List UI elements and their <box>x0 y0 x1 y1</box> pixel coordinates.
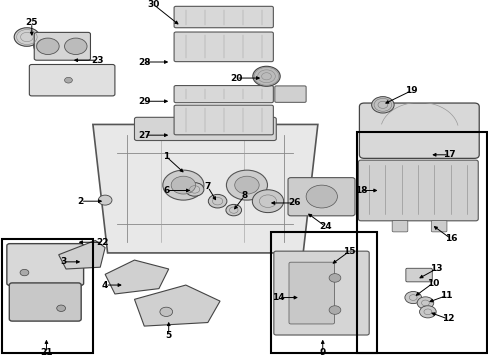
Polygon shape <box>93 125 317 253</box>
Text: 23: 23 <box>91 56 104 65</box>
Text: 22: 22 <box>96 238 109 247</box>
FancyBboxPatch shape <box>288 262 334 324</box>
Circle shape <box>225 204 241 216</box>
FancyBboxPatch shape <box>29 64 115 96</box>
Text: 1: 1 <box>163 152 169 161</box>
Polygon shape <box>134 285 220 326</box>
Bar <box>2 239 93 353</box>
FancyBboxPatch shape <box>273 251 368 335</box>
Text: 29: 29 <box>138 97 150 106</box>
Text: 7: 7 <box>204 183 211 192</box>
Circle shape <box>64 38 87 54</box>
Circle shape <box>37 38 59 54</box>
Circle shape <box>57 305 65 311</box>
Circle shape <box>305 185 337 208</box>
Text: 2: 2 <box>78 197 83 206</box>
Text: 24: 24 <box>318 222 331 231</box>
Text: 3: 3 <box>61 257 66 266</box>
FancyBboxPatch shape <box>34 32 90 60</box>
Circle shape <box>98 195 112 205</box>
Bar <box>271 231 376 353</box>
Circle shape <box>34 37 59 55</box>
FancyBboxPatch shape <box>134 117 276 140</box>
FancyBboxPatch shape <box>359 103 478 158</box>
Text: 14: 14 <box>272 293 285 302</box>
Text: 4: 4 <box>102 280 108 289</box>
FancyBboxPatch shape <box>430 220 446 232</box>
Circle shape <box>234 176 259 194</box>
Text: 15: 15 <box>343 247 355 256</box>
FancyBboxPatch shape <box>274 86 305 102</box>
Circle shape <box>163 170 203 200</box>
Text: 11: 11 <box>439 291 451 300</box>
FancyBboxPatch shape <box>174 86 273 103</box>
Bar <box>356 132 486 353</box>
FancyBboxPatch shape <box>391 220 407 232</box>
Polygon shape <box>105 260 168 294</box>
Text: 8: 8 <box>241 191 247 200</box>
Text: 6: 6 <box>163 186 169 195</box>
Text: 9: 9 <box>319 348 325 357</box>
Circle shape <box>14 28 40 46</box>
Circle shape <box>185 183 203 196</box>
Circle shape <box>328 306 340 314</box>
Circle shape <box>64 77 72 83</box>
Text: 30: 30 <box>147 0 160 9</box>
FancyBboxPatch shape <box>405 268 431 282</box>
Circle shape <box>171 176 195 194</box>
Text: 19: 19 <box>405 86 417 95</box>
Text: 25: 25 <box>25 18 38 27</box>
Text: 16: 16 <box>444 234 456 243</box>
FancyBboxPatch shape <box>7 244 83 285</box>
Text: 20: 20 <box>229 73 242 82</box>
Circle shape <box>404 292 421 303</box>
Text: 21: 21 <box>40 348 53 357</box>
Text: 26: 26 <box>288 198 301 207</box>
FancyBboxPatch shape <box>358 160 477 221</box>
Text: 13: 13 <box>429 265 442 274</box>
Text: 10: 10 <box>426 279 438 288</box>
FancyBboxPatch shape <box>174 105 273 135</box>
Circle shape <box>160 307 172 316</box>
Circle shape <box>328 274 340 282</box>
Polygon shape <box>59 240 105 269</box>
Circle shape <box>371 96 393 113</box>
Text: 5: 5 <box>165 330 171 339</box>
Circle shape <box>226 170 267 200</box>
FancyBboxPatch shape <box>9 283 81 321</box>
FancyBboxPatch shape <box>287 177 354 216</box>
Circle shape <box>252 66 280 86</box>
Text: 27: 27 <box>138 131 150 140</box>
Text: 18: 18 <box>354 186 366 195</box>
Text: 28: 28 <box>138 58 150 67</box>
Text: 12: 12 <box>441 314 453 323</box>
Text: 17: 17 <box>442 150 454 159</box>
FancyBboxPatch shape <box>174 32 273 62</box>
Circle shape <box>419 306 435 318</box>
FancyBboxPatch shape <box>174 6 273 28</box>
Circle shape <box>208 194 226 208</box>
Circle shape <box>20 269 29 276</box>
Circle shape <box>252 190 283 213</box>
Circle shape <box>416 297 433 309</box>
